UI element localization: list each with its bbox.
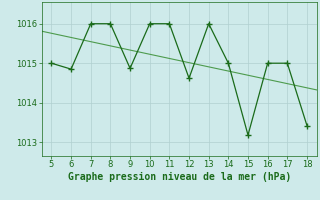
X-axis label: Graphe pression niveau de la mer (hPa): Graphe pression niveau de la mer (hPa) (68, 172, 291, 182)
